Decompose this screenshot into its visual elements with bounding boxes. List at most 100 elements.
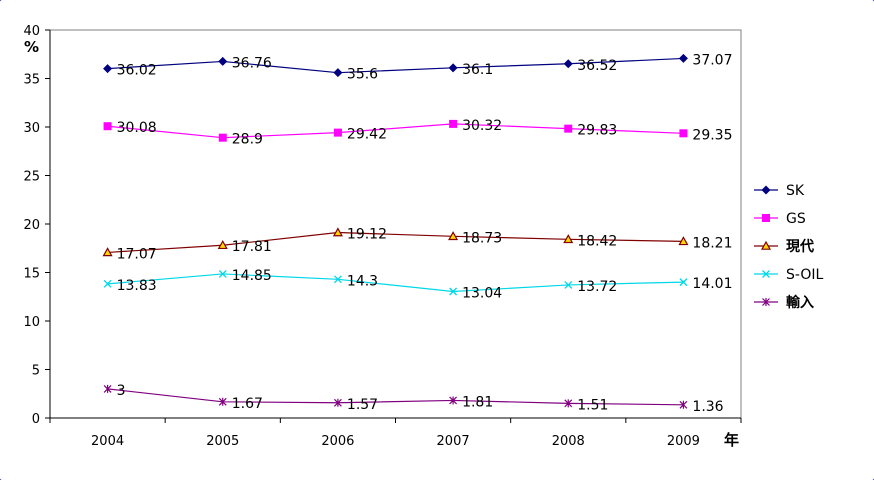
- data-point: [102, 247, 113, 257]
- legend-marker: [760, 240, 772, 250]
- data-point: [678, 53, 688, 63]
- data-point: [679, 400, 688, 409]
- data-point: [103, 384, 112, 393]
- data-label: 13.83: [117, 278, 157, 294]
- y-tick-label: 5: [32, 364, 40, 379]
- series-line: [107, 388, 684, 406]
- series-layer: [102, 53, 689, 409]
- data-label: 13.72: [577, 279, 617, 295]
- y-tick-label: 10: [23, 315, 40, 330]
- legend-item: 輸入: [754, 294, 814, 311]
- data-point: [218, 133, 227, 142]
- x-tick-label: 2009: [667, 434, 700, 449]
- data-point: [679, 278, 688, 287]
- legend-label: GS: [786, 211, 806, 227]
- data-label: 18.21: [692, 235, 732, 251]
- data-point: [449, 119, 458, 128]
- x-tick-label: 2005: [206, 434, 239, 449]
- legend-item: GS: [754, 211, 806, 227]
- plot-area: [49, 29, 742, 419]
- data-label: 19.12: [347, 227, 387, 243]
- data-label: 37.07: [692, 52, 732, 68]
- data-label: 1.57: [347, 397, 378, 413]
- x-tick-label: 2004: [91, 434, 124, 449]
- data-point: [218, 397, 227, 406]
- data-point: [332, 227, 343, 237]
- data-label: 36.1: [462, 62, 493, 78]
- legend-label: 輸入: [786, 294, 814, 311]
- series-line: [107, 123, 684, 139]
- legend-label: S-OIL: [786, 267, 823, 283]
- x-tick-label: 2006: [321, 434, 354, 449]
- data-label: 14.85: [232, 268, 272, 284]
- data-label: 3: [117, 383, 126, 399]
- data-label: 18.42: [577, 233, 617, 249]
- data-point: [678, 236, 689, 246]
- data-point: [217, 240, 228, 250]
- series-3: [103, 269, 688, 296]
- data-point: [103, 64, 113, 74]
- data-point: [563, 59, 573, 69]
- data-label: 17.07: [117, 246, 157, 262]
- y-tick-label: 25: [23, 170, 40, 185]
- data-point: [218, 56, 228, 66]
- series-2: [102, 227, 689, 257]
- legend-item: SK: [754, 183, 805, 199]
- series-1: [103, 119, 688, 142]
- series-line: [107, 57, 684, 74]
- y-tick-label: 30: [23, 121, 40, 136]
- series-line: [107, 231, 684, 254]
- x-axis-unit: 年: [724, 431, 739, 449]
- data-label: 14.3: [347, 273, 378, 289]
- data-label: 13.04: [462, 286, 502, 302]
- data-label: 14.01: [692, 276, 732, 292]
- data-point: [333, 68, 343, 78]
- data-label: 35.6: [347, 67, 378, 83]
- data-point: [333, 128, 342, 137]
- legend-marker: [762, 214, 770, 222]
- data-point: [564, 399, 573, 408]
- data-point: [564, 124, 573, 133]
- y-tick-label: 15: [23, 267, 40, 282]
- legend-label: SK: [786, 183, 805, 199]
- data-point: [563, 234, 574, 244]
- data-point: [333, 275, 342, 284]
- data-label: 29.83: [577, 123, 617, 139]
- data-label: 30.08: [117, 120, 157, 136]
- data-point: [448, 231, 459, 241]
- y-tick-label: 35: [23, 73, 40, 88]
- y-tick-label: 20: [23, 218, 40, 233]
- legend-item: S-OIL: [754, 267, 823, 283]
- y-tick-label: 0: [32, 412, 40, 427]
- data-label: 29.42: [347, 127, 387, 143]
- data-label: 29.35: [692, 127, 732, 143]
- series-0: [103, 53, 688, 78]
- data-label: 30.32: [462, 118, 502, 134]
- data-label: 1.51: [577, 397, 608, 413]
- y-axis-unit: %: [24, 38, 39, 56]
- x-tick-label: 2008: [552, 434, 585, 449]
- data-point: [564, 280, 573, 289]
- data-label: 36.52: [577, 58, 617, 74]
- data-point: [218, 269, 227, 278]
- data-label: 36.02: [117, 63, 157, 79]
- x-tick-label: 2007: [437, 434, 470, 449]
- data-label: 1.81: [462, 394, 493, 410]
- data-point: [103, 279, 112, 288]
- legend-marker: [762, 270, 770, 278]
- legend-marker: [762, 298, 770, 306]
- axes: 0 5 10 15 20 25 30 35 40 2004 2005 2006 2007 2008 2009: [23, 24, 742, 449]
- y-tick-label: 40: [23, 24, 40, 39]
- data-point: [103, 122, 112, 131]
- data-label: 36.76: [232, 55, 272, 71]
- data-point: [448, 63, 458, 73]
- legend: SK GS 現代 S-OIL 輸入: [754, 183, 823, 311]
- data-label: 17.81: [232, 239, 272, 255]
- series-4: [103, 384, 688, 409]
- series-line: [107, 273, 684, 293]
- data-label: 1.67: [232, 396, 263, 412]
- data-labels: 36.02 36.76 35.6 36.1 36.52 37.07 30.08 28.9 29.…: [117, 52, 733, 414]
- legend-marker: [761, 185, 771, 195]
